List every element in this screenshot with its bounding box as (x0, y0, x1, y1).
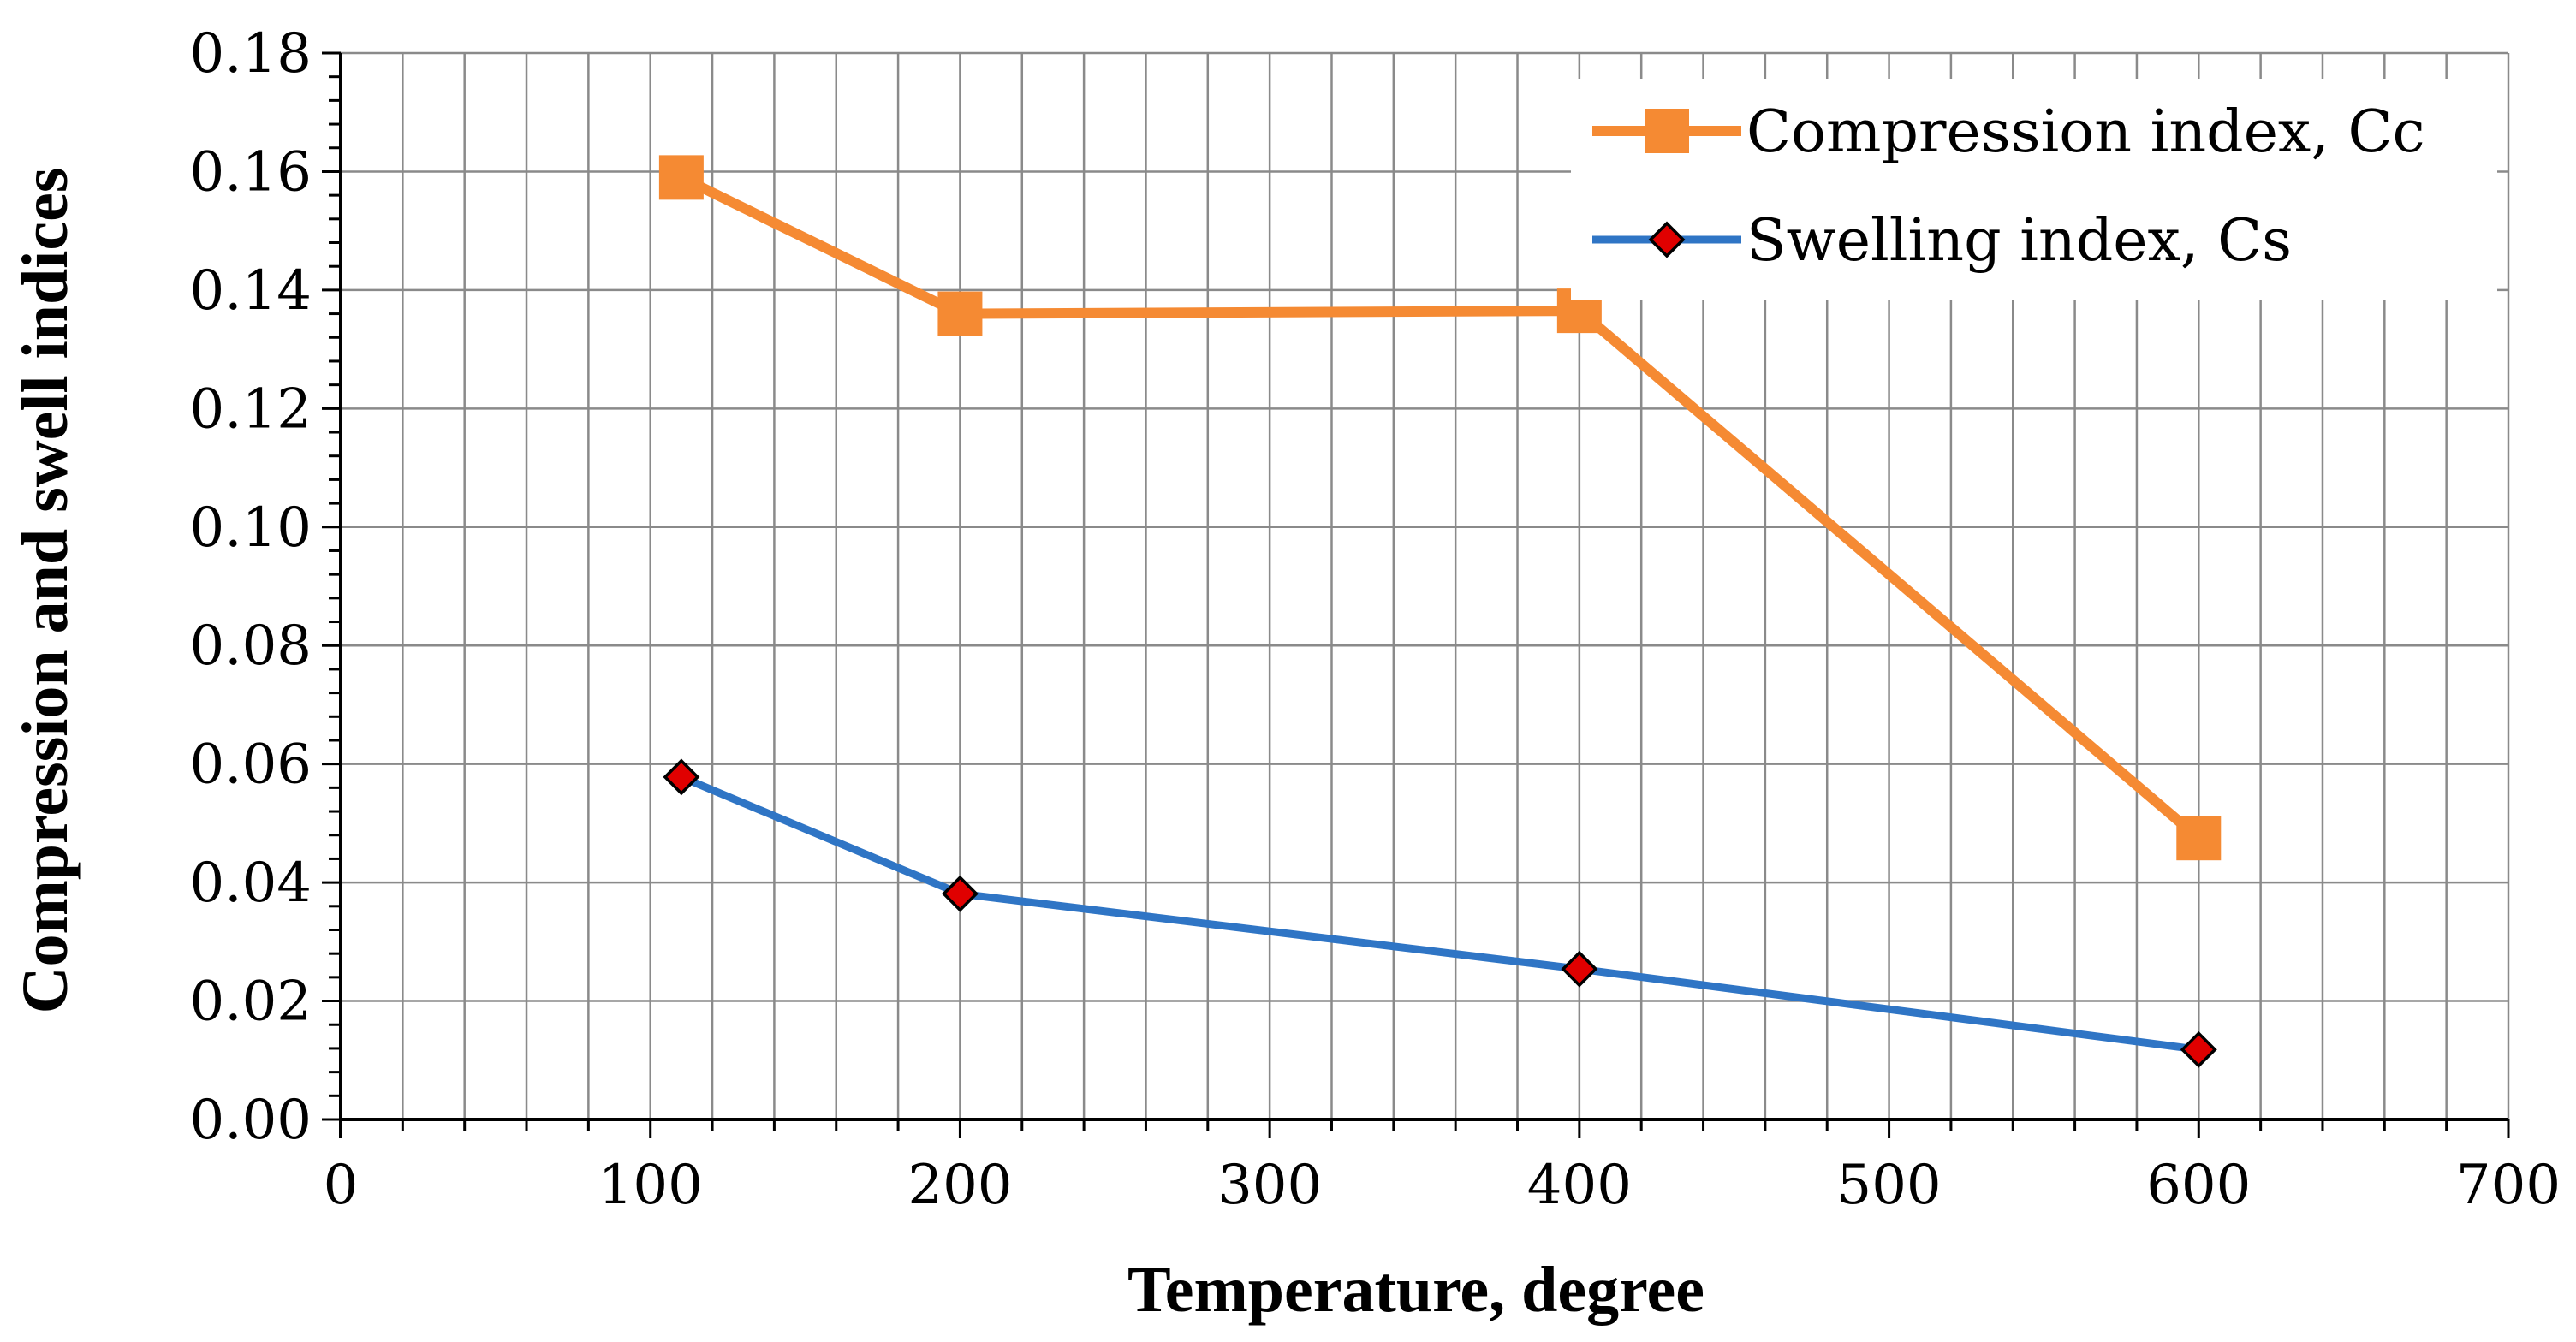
x-tick-label: 700 (2456, 1154, 2561, 1217)
data-point-swelling (941, 875, 979, 912)
legend-marker-compression (1645, 109, 1689, 153)
x-tick-label: 300 (1217, 1154, 1322, 1217)
legend: Compression index, Cc Swelling index, Cs (1571, 79, 2497, 300)
data-point-compression (937, 291, 983, 336)
y-tick-label: 0.06 (190, 733, 312, 797)
tick-labels: 0 100 200 300 400 500 600 700 0.00 0.02 0.04 0.06 0.… (190, 22, 2561, 1217)
y-tick-label: 0.08 (190, 615, 312, 678)
y-tick-label: 0.04 (190, 852, 312, 915)
y-tick-label: 0.16 (190, 140, 312, 204)
data-point-swelling (2180, 1030, 2217, 1068)
x-tick-label: 500 (1836, 1154, 1941, 1217)
x-axis-title: Temperature, degree (1127, 1254, 1704, 1326)
data-point-swelling (663, 758, 700, 796)
y-tick-label: 0.12 (190, 377, 312, 441)
data-point-compression (658, 155, 704, 200)
data-point-compression (2176, 816, 2222, 861)
axes (322, 51, 2510, 1138)
legend-item-swelling: Swelling index, Cs (1592, 207, 2292, 275)
y-tick-label: 0.18 (190, 22, 312, 86)
legend-marker-swelling (1648, 221, 1686, 258)
y-tick-label: 0.00 (190, 1089, 312, 1152)
y-axis-title: Compression and swell indices (9, 168, 81, 1014)
legend-item-compression: Compression index, Cc (1592, 98, 2425, 166)
y-tick-label: 0.02 (190, 971, 312, 1034)
x-tick-label: 100 (598, 1154, 703, 1217)
x-tick-label: 600 (2146, 1154, 2251, 1217)
y-tick-label: 0.10 (190, 496, 312, 560)
data-point-swelling (1561, 950, 1598, 988)
series (658, 155, 2222, 1068)
x-tick-label: 0 (324, 1154, 359, 1217)
legend-label-swelling: Swelling index, Cs (1746, 207, 2292, 275)
legend-label-compression: Compression index, Cc (1746, 98, 2425, 166)
legend-background (1571, 79, 2497, 300)
series-line-swelling (680, 773, 2199, 1054)
series-line-compression (679, 172, 2203, 842)
y-tick-label: 0.14 (190, 259, 312, 323)
x-tick-label: 200 (907, 1154, 1012, 1217)
x-tick-label: 400 (1527, 1154, 1632, 1217)
